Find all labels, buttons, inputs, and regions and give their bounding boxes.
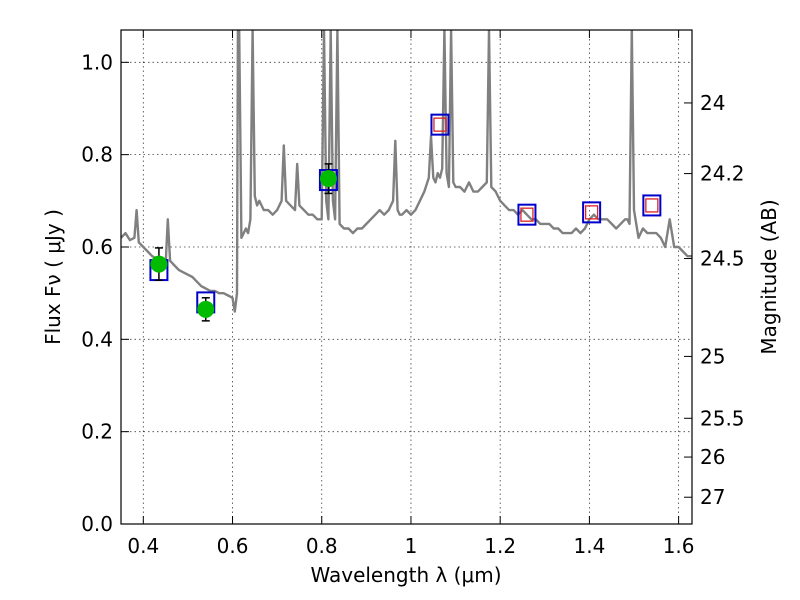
right-tick-label: 24.5	[700, 247, 745, 271]
right-tick-label: 24	[700, 91, 725, 115]
spectrum-layer	[121, 30, 692, 313]
x-axis-ticks: 0.4 0.6 0.8 1 1.2 1.4 1.6	[127, 30, 695, 558]
observed-point	[197, 300, 215, 318]
y-tick-label: 0.6	[81, 235, 113, 259]
right-axis-ticks: 24 24.2 24.5 25 25.5 26 27	[684, 91, 745, 509]
x-tick-label: 0.6	[217, 534, 249, 558]
right-tick-label: 24.2	[700, 162, 745, 186]
y-tick-label: 1.0	[81, 50, 113, 74]
y-tick-label: 0.4	[81, 327, 113, 351]
right-tick-label: 27	[700, 485, 725, 509]
x-tick-label: 1	[405, 534, 418, 558]
y-axis-label: Flux Fν ( μJy )	[41, 209, 65, 345]
upper-limit-box	[584, 205, 599, 220]
markers-layer	[149, 113, 662, 322]
right-tick-label: 25.5	[700, 406, 745, 430]
right-tick-label: 26	[700, 445, 725, 469]
x-tick-label: 1.2	[484, 534, 516, 558]
x-axis-label: Wavelength λ (μm)	[310, 563, 501, 587]
y-tick-label: 0.8	[81, 143, 113, 167]
observed-point	[319, 170, 337, 188]
y-tick-label: 0.0	[81, 512, 113, 536]
model-spectrum-line	[121, 30, 692, 313]
model-photometry-box	[582, 201, 602, 224]
model-photometry-box	[642, 194, 662, 217]
x-tick-label: 0.8	[306, 534, 338, 558]
x-tick-label: 1.4	[573, 534, 605, 558]
upper-limit-box	[520, 207, 534, 222]
observed-point	[150, 255, 168, 273]
y-tick-label: 0.2	[81, 420, 113, 444]
grid	[121, 30, 692, 524]
model-photometry-box	[430, 113, 450, 136]
upper-limit-box	[645, 198, 659, 213]
x-tick-label: 0.4	[127, 534, 159, 558]
x-tick-label: 1.6	[663, 534, 695, 558]
plot-frame	[120, 29, 693, 525]
model-photometry-box	[517, 203, 537, 226]
right-tick-label: 25	[700, 344, 725, 368]
upper-limit-box	[433, 117, 447, 132]
right-axis-label: Magnitude (AB)	[757, 199, 781, 354]
y-axis-ticks: 0.0 0.2 0.4 0.6 0.8 1.0	[81, 50, 129, 536]
